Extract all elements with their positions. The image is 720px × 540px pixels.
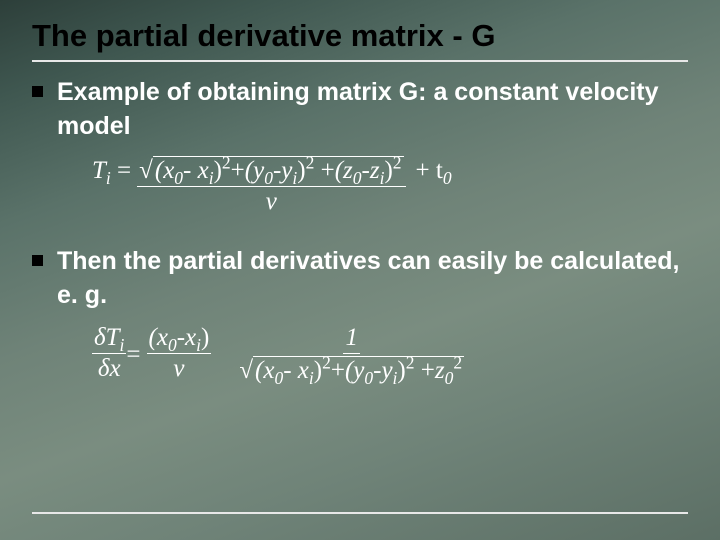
eq2-t2asub: 0 bbox=[364, 368, 373, 388]
eq1-t3asub: 0 bbox=[353, 168, 362, 188]
eq2-sqrt: √ (x0- xi)2+(y0-yi)2 +z02 bbox=[239, 356, 464, 384]
eq1-t1c: ) bbox=[214, 157, 222, 184]
eq2-frac1: (x0-xi) v bbox=[147, 325, 212, 383]
eq2-equals: = bbox=[126, 341, 140, 368]
eq2-lhs-num: δT bbox=[94, 324, 120, 351]
eq2-frac2: 1 √ (x0- xi)2+(y0-yi)2 +z02 bbox=[239, 325, 464, 385]
eq1-plus-t0: + t bbox=[416, 157, 443, 184]
eq2-t1a: (x bbox=[255, 357, 274, 384]
eq1-t1asub: 0 bbox=[174, 168, 183, 188]
eq1-t1b: - x bbox=[183, 157, 209, 184]
eq2-lhs-num-sub: i bbox=[120, 335, 125, 355]
eq1-fraction: √ (x0- xi)2+(y0-yi)2 +(z0-zi)2 v bbox=[137, 156, 405, 216]
title-underline bbox=[32, 60, 688, 62]
eq2-t1sup: 2 bbox=[322, 352, 331, 372]
eq1-equals: = bbox=[111, 157, 131, 184]
eq1-sqrt: √ (x0- xi)2+(y0-yi)2 +(z0-zi)2 bbox=[139, 156, 403, 184]
eq2-radicand: (x0- xi)2+(y0-yi)2 +z02 bbox=[253, 356, 464, 384]
bullet-1: Example of obtaining matrix G: a constan… bbox=[32, 76, 688, 144]
eq1-plus1: + bbox=[231, 157, 245, 184]
eq1-t2b: -y bbox=[273, 157, 292, 184]
bottom-rule bbox=[32, 512, 688, 514]
bullet-2-text: Then the partial derivatives can easily … bbox=[57, 245, 688, 313]
eq1-den-v: v bbox=[266, 188, 277, 215]
eq1-t2c: ) bbox=[297, 157, 305, 184]
eq1-t3a: (z bbox=[335, 157, 353, 184]
slide-title: The partial derivative matrix - G bbox=[32, 18, 688, 54]
eq2-t1asub: 0 bbox=[274, 368, 283, 388]
eq1-t0-sub: 0 bbox=[443, 168, 452, 188]
eq2-t2b: -y bbox=[373, 357, 392, 384]
eq1-t1sup: 2 bbox=[222, 152, 231, 172]
eq1-t3c: ) bbox=[384, 157, 392, 184]
eq2-plus1: + bbox=[331, 357, 345, 384]
eq2-t1c: ) bbox=[314, 357, 322, 384]
equation-2: δTi δx = (x0-xi) v 1 √ (x0- xi)2+(y0-yi)… bbox=[92, 325, 688, 385]
eq2-f1a: (x bbox=[149, 324, 168, 351]
eq2-lhs-den: δx bbox=[98, 355, 121, 382]
eq1-t3b: -z bbox=[362, 157, 380, 184]
eq2-f1asub: 0 bbox=[168, 335, 177, 355]
bullet-marker-icon bbox=[32, 86, 43, 97]
eq2-t2sup: 2 bbox=[406, 352, 415, 372]
eq1-plus2: + bbox=[314, 157, 334, 184]
bullet-1-text: Example of obtaining matrix G: a constan… bbox=[57, 76, 688, 144]
eq2-plus2: + bbox=[415, 357, 435, 384]
eq1-lhs-T: T bbox=[92, 157, 106, 184]
slide: The partial derivative matrix - G Exampl… bbox=[0, 0, 720, 540]
eq2-f1den: v bbox=[173, 355, 184, 382]
radical-icon: √ bbox=[139, 158, 153, 186]
radical-icon: √ bbox=[239, 358, 253, 386]
eq1-t2asub: 0 bbox=[264, 168, 273, 188]
eq1-t1a: (x bbox=[155, 157, 174, 184]
equation-1: Ti = √ (x0- xi)2+(y0-yi)2 +(z0-zi)2 v + … bbox=[92, 156, 688, 216]
eq1-t2a: (y bbox=[245, 157, 264, 184]
eq1-radicand: (x0- xi)2+(y0-yi)2 +(z0-zi)2 bbox=[153, 156, 404, 184]
bullet-2: Then the partial derivatives can easily … bbox=[32, 245, 688, 313]
eq2-f1b: -x bbox=[177, 324, 196, 351]
bullet-marker-icon bbox=[32, 255, 43, 266]
eq2-t3a: z bbox=[435, 357, 445, 384]
eq2-t3sup: 2 bbox=[453, 352, 462, 372]
eq2-t1b: - x bbox=[283, 357, 309, 384]
eq2-t2c: ) bbox=[397, 357, 405, 384]
eq2-f1c: ) bbox=[201, 324, 209, 351]
eq2-t2a: (y bbox=[345, 357, 364, 384]
eq1-t3sup: 2 bbox=[393, 152, 402, 172]
eq2-f2num: 1 bbox=[345, 324, 358, 351]
eq2-lhs-frac: δTi δx bbox=[92, 325, 126, 383]
